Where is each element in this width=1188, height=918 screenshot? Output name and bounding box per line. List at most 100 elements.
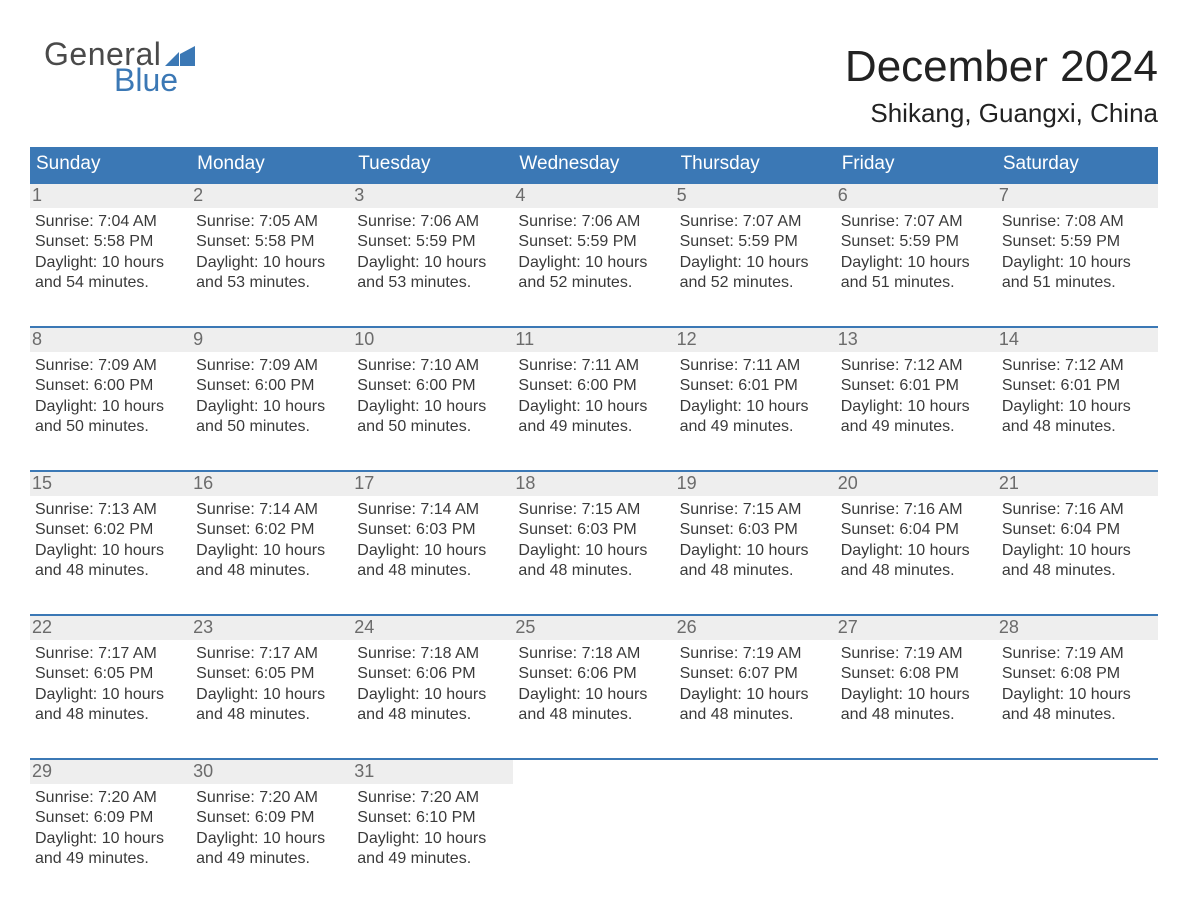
- calendar-day: 20 Sunrise: 7:16 AMSunset: 6:04 PMDayligh…: [836, 472, 997, 596]
- day-number: 22: [30, 616, 191, 640]
- daylight-line-1: Daylight: 10 hours: [680, 541, 831, 561]
- sunset-line: Sunset: 5:59 PM: [841, 232, 992, 252]
- daylight-line-2: and 49 minutes.: [35, 849, 186, 869]
- daylight-line-2: and 48 minutes.: [680, 705, 831, 725]
- daylight-line-2: and 51 minutes.: [841, 273, 992, 293]
- daylight-line-2: and 49 minutes.: [357, 849, 508, 869]
- daylight-line-1: Daylight: 10 hours: [518, 541, 669, 561]
- day-number: 6: [836, 184, 997, 208]
- daylight-line-1: Daylight: 10 hours: [1002, 541, 1153, 561]
- daylight-line-2: and 49 minutes.: [680, 417, 831, 437]
- sunrise-line: Sunrise: 7:17 AM: [35, 644, 186, 664]
- day-number: 20: [836, 472, 997, 496]
- sunset-line: Sunset: 6:03 PM: [518, 520, 669, 540]
- calendar-day: 23Sunrise: 7:17 AMSunset: 6:05 PMDayligh…: [191, 616, 352, 740]
- daylight-line-1: Daylight: 10 hours: [1002, 253, 1153, 273]
- calendar-day: 3Sunrise: 7:06 AMSunset: 5:59 PMDaylight…: [352, 184, 513, 308]
- weekday-header: Saturday: [997, 147, 1158, 182]
- daylight-line-2: and 48 minutes.: [518, 561, 669, 581]
- sunset-line: Sunset: 6:09 PM: [35, 808, 186, 828]
- calendar-day: 27Sunrise: 7:19 AMSunset: 6:08 PMDayligh…: [836, 616, 997, 740]
- daylight-line-1: Daylight: 10 hours: [680, 685, 831, 705]
- calendar: SundayMondayTuesdayWednesdayThursdayFrid…: [30, 147, 1158, 884]
- calendar-day: 17Sunrise: 7:14 AMSunset: 6:03 PMDayligh…: [352, 472, 513, 596]
- calendar-day: 9Sunrise: 7:09 AMSunset: 6:00 PMDaylight…: [191, 328, 352, 452]
- sunset-line: Sunset: 5:59 PM: [357, 232, 508, 252]
- sunset-line: Sunset: 6:10 PM: [357, 808, 508, 828]
- weekday-header: Tuesday: [352, 147, 513, 182]
- daylight-line-2: and 53 minutes.: [196, 273, 347, 293]
- sunset-line: Sunset: 5:59 PM: [1002, 232, 1153, 252]
- sunset-line: Sunset: 6:03 PM: [357, 520, 508, 540]
- daylight-line-1: Daylight: 10 hours: [357, 829, 508, 849]
- day-number: 2: [191, 184, 352, 208]
- calendar-day: 7Sunrise: 7:08 AMSunset: 5:59 PMDaylight…: [997, 184, 1158, 308]
- sunset-line: Sunset: 6:01 PM: [680, 376, 831, 396]
- daylight-line-1: Daylight: 10 hours: [518, 397, 669, 417]
- daylight-line-2: and 48 minutes.: [357, 561, 508, 581]
- day-number: 4: [513, 184, 674, 208]
- daylight-line-1: Daylight: 10 hours: [35, 397, 186, 417]
- daylight-line-2: and 53 minutes.: [357, 273, 508, 293]
- day-number: 27: [836, 616, 997, 640]
- daylight-line-1: Daylight: 10 hours: [35, 685, 186, 705]
- daylight-line-1: Daylight: 10 hours: [1002, 397, 1153, 417]
- calendar-day: [675, 760, 836, 884]
- sunset-line: Sunset: 6:06 PM: [518, 664, 669, 684]
- daylight-line-1: Daylight: 10 hours: [841, 685, 992, 705]
- calendar-day: 13Sunrise: 7:12 AMSunset: 6:01 PMDayligh…: [836, 328, 997, 452]
- sunrise-line: Sunrise: 7:08 AM: [1002, 212, 1153, 232]
- calendar-day: [997, 760, 1158, 884]
- daylight-line-2: and 49 minutes.: [518, 417, 669, 437]
- daylight-line-1: Daylight: 10 hours: [35, 253, 186, 273]
- calendar-week: 15Sunrise: 7:13 AMSunset: 6:02 PMDayligh…: [30, 470, 1158, 596]
- daylight-line-2: and 48 minutes.: [680, 561, 831, 581]
- day-number: 1: [30, 184, 191, 208]
- sunrise-line: Sunrise: 7:13 AM: [35, 500, 186, 520]
- daylight-line-2: and 54 minutes.: [35, 273, 186, 293]
- location-subtitle: Shikang, Guangxi, China: [845, 98, 1158, 129]
- daylight-line-1: Daylight: 10 hours: [841, 541, 992, 561]
- day-number: 24: [352, 616, 513, 640]
- daylight-line-1: Daylight: 10 hours: [357, 541, 508, 561]
- daylight-line-1: Daylight: 10 hours: [35, 541, 186, 561]
- daylight-line-2: and 52 minutes.: [680, 273, 831, 293]
- sunrise-line: Sunrise: 7:11 AM: [680, 356, 831, 376]
- sunset-line: Sunset: 6:00 PM: [357, 376, 508, 396]
- sunrise-line: Sunrise: 7:16 AM: [841, 500, 992, 520]
- daylight-line-2: and 49 minutes.: [196, 849, 347, 869]
- calendar-day: 25Sunrise: 7:18 AMSunset: 6:06 PMDayligh…: [513, 616, 674, 740]
- day-number: 18: [513, 472, 674, 496]
- header-region: General Blue December 2024 Shikang, Guan…: [30, 38, 1158, 139]
- calendar-day: 22Sunrise: 7:17 AMSunset: 6:05 PMDayligh…: [30, 616, 191, 740]
- day-number: 10: [352, 328, 513, 352]
- sunrise-line: Sunrise: 7:19 AM: [841, 644, 992, 664]
- sunrise-line: Sunrise: 7:11 AM: [518, 356, 669, 376]
- page-title: December 2024: [845, 42, 1158, 92]
- calendar-day: 18Sunrise: 7:15 AMSunset: 6:03 PMDayligh…: [513, 472, 674, 596]
- day-number: 17: [352, 472, 513, 496]
- sunrise-line: Sunrise: 7:18 AM: [518, 644, 669, 664]
- sunrise-line: Sunrise: 7:15 AM: [680, 500, 831, 520]
- daylight-line-1: Daylight: 10 hours: [196, 685, 347, 705]
- sunset-line: Sunset: 6:02 PM: [196, 520, 347, 540]
- calendar-day: 1Sunrise: 7:04 AMSunset: 5:58 PMDaylight…: [30, 184, 191, 308]
- daylight-line-1: Daylight: 10 hours: [841, 397, 992, 417]
- calendar-day: 31Sunrise: 7:20 AMSunset: 6:10 PMDayligh…: [352, 760, 513, 884]
- daylight-line-2: and 51 minutes.: [1002, 273, 1153, 293]
- daylight-line-2: and 48 minutes.: [35, 705, 186, 725]
- weekday-header: Thursday: [675, 147, 836, 182]
- sunset-line: Sunset: 6:08 PM: [1002, 664, 1153, 684]
- daylight-line-2: and 48 minutes.: [841, 561, 992, 581]
- daylight-line-1: Daylight: 10 hours: [841, 253, 992, 273]
- sunrise-line: Sunrise: 7:14 AM: [196, 500, 347, 520]
- sunset-line: Sunset: 6:04 PM: [1002, 520, 1153, 540]
- sunset-line: Sunset: 6:05 PM: [196, 664, 347, 684]
- day-number: 12: [675, 328, 836, 352]
- sunrise-line: Sunrise: 7:09 AM: [35, 356, 186, 376]
- sunset-line: Sunset: 6:01 PM: [1002, 376, 1153, 396]
- daylight-line-2: and 48 minutes.: [35, 561, 186, 581]
- weekday-header: Monday: [191, 147, 352, 182]
- sunset-line: Sunset: 6:04 PM: [841, 520, 992, 540]
- daylight-line-2: and 48 minutes.: [1002, 705, 1153, 725]
